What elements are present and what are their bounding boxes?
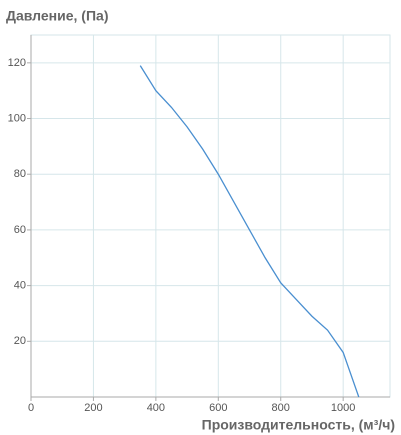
data-line (139, 65, 360, 398)
y-tick-label: 20 (14, 335, 26, 347)
y-tick-label: 40 (14, 280, 26, 292)
y-tick-label: 80 (14, 168, 26, 180)
x-tick-label: 200 (84, 402, 102, 414)
x-tick-label: 0 (28, 402, 34, 414)
x-tick-label: 1000 (331, 402, 355, 414)
x-tick-label: 600 (209, 402, 227, 414)
y-tick-label: 100 (8, 112, 26, 124)
x-tick-label: 800 (272, 402, 290, 414)
y-tick-label: 120 (8, 57, 26, 69)
chart-title: Давление, (Па) (6, 8, 108, 24)
y-tick-label: 60 (14, 224, 26, 236)
x-tick-label: 400 (147, 402, 165, 414)
x-axis-label: Производительность, (м³/ч) (202, 417, 395, 433)
